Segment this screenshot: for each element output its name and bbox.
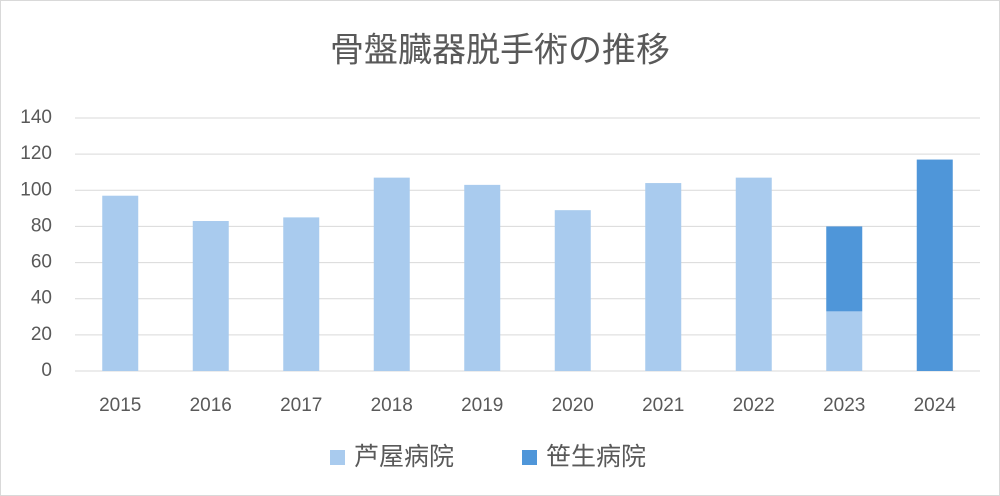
y-tick-label: 100 [20, 179, 52, 200]
y-tick-label: 60 [31, 252, 52, 273]
x-tick-label: 2021 [642, 395, 684, 416]
x-tick-label: 2024 [914, 395, 957, 416]
bar [373, 177, 410, 371]
bar [192, 221, 229, 371]
legend-label: 笹生病院 [546, 442, 646, 471]
bar [826, 226, 863, 312]
bar [102, 195, 139, 371]
x-tick-label: 2016 [190, 395, 232, 416]
x-tick-label: 2017 [280, 395, 322, 416]
legend-swatch [330, 450, 345, 465]
bar [554, 210, 591, 371]
bar [283, 217, 320, 371]
x-tick-label: 2022 [733, 395, 775, 416]
bar [916, 159, 953, 371]
legend-swatch [522, 450, 537, 465]
y-tick-label: 80 [31, 215, 52, 236]
x-tick-label: 2019 [461, 395, 503, 416]
bar [735, 177, 772, 371]
y-tick-label: 0 [41, 360, 52, 381]
bar [645, 183, 682, 371]
y-tick-label: 120 [20, 143, 52, 164]
bar [464, 184, 501, 371]
x-tick-label: 2015 [99, 395, 141, 416]
x-tick-label: 2020 [552, 395, 594, 416]
x-tick-label: 2018 [371, 395, 413, 416]
y-tick-label: 20 [31, 324, 52, 345]
chart-title: 骨盤臓器脱手術の推移 [330, 31, 670, 71]
legend-label: 芦屋病院 [354, 442, 454, 471]
y-tick-label: 140 [20, 107, 52, 128]
bar [826, 311, 863, 371]
x-tick-label: 2023 [823, 395, 865, 416]
y-tick-label: 40 [31, 288, 52, 309]
